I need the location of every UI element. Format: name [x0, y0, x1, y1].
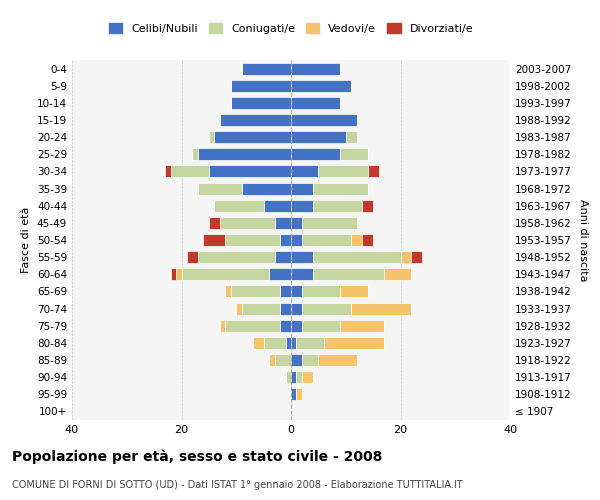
Bar: [226, 286, 231, 298]
Bar: [291, 302, 302, 314]
Bar: [291, 62, 340, 74]
Bar: [302, 320, 340, 332]
Bar: [384, 268, 412, 280]
Bar: [319, 166, 368, 177]
Bar: [346, 131, 356, 143]
Bar: [220, 114, 291, 126]
Bar: [263, 200, 291, 211]
Bar: [209, 131, 214, 143]
Bar: [198, 182, 242, 194]
Bar: [291, 286, 302, 298]
Y-axis label: Anni di nascita: Anni di nascita: [578, 198, 588, 281]
Bar: [324, 337, 384, 349]
Bar: [291, 268, 313, 280]
Bar: [291, 251, 313, 263]
Bar: [302, 286, 340, 298]
Bar: [291, 337, 296, 349]
Bar: [319, 354, 356, 366]
Bar: [291, 97, 340, 109]
Text: COMUNE DI FORNI DI SOTTO (UD) - Dati ISTAT 1° gennaio 2008 - Elaborazione TUTTIT: COMUNE DI FORNI DI SOTTO (UD) - Dati IST…: [12, 480, 463, 490]
Bar: [313, 268, 384, 280]
Bar: [193, 148, 198, 160]
Bar: [412, 251, 422, 263]
Bar: [351, 302, 412, 314]
Bar: [340, 320, 384, 332]
Bar: [253, 337, 263, 349]
Bar: [302, 302, 351, 314]
Bar: [302, 234, 351, 246]
Bar: [291, 388, 296, 400]
Bar: [291, 182, 313, 194]
Bar: [236, 302, 242, 314]
Bar: [176, 268, 182, 280]
Bar: [291, 371, 296, 383]
Bar: [280, 286, 291, 298]
Bar: [280, 302, 291, 314]
Bar: [340, 286, 368, 298]
Bar: [286, 371, 291, 383]
Bar: [198, 251, 275, 263]
Bar: [165, 166, 170, 177]
Bar: [362, 234, 373, 246]
Bar: [203, 234, 226, 246]
Bar: [275, 251, 291, 263]
Bar: [302, 354, 319, 366]
Bar: [340, 148, 368, 160]
Bar: [214, 200, 263, 211]
Bar: [291, 131, 346, 143]
Bar: [313, 251, 401, 263]
Bar: [351, 234, 362, 246]
Bar: [286, 337, 291, 349]
Bar: [242, 62, 291, 74]
Bar: [291, 114, 356, 126]
Bar: [302, 371, 313, 383]
Bar: [226, 234, 280, 246]
Text: Popolazione per età, sesso e stato civile - 2008: Popolazione per età, sesso e stato civil…: [12, 450, 382, 464]
Bar: [280, 320, 291, 332]
Bar: [170, 268, 176, 280]
Bar: [296, 337, 324, 349]
Bar: [231, 97, 291, 109]
Bar: [291, 200, 313, 211]
Bar: [291, 80, 351, 92]
Bar: [269, 354, 275, 366]
Bar: [226, 320, 280, 332]
Bar: [220, 320, 226, 332]
Bar: [242, 302, 280, 314]
Y-axis label: Fasce di età: Fasce di età: [22, 207, 31, 273]
Bar: [231, 80, 291, 92]
Bar: [182, 268, 269, 280]
Bar: [263, 337, 286, 349]
Bar: [242, 182, 291, 194]
Bar: [280, 234, 291, 246]
Bar: [291, 234, 302, 246]
Bar: [291, 354, 302, 366]
Bar: [313, 182, 368, 194]
Bar: [187, 251, 198, 263]
Bar: [362, 200, 373, 211]
Bar: [291, 148, 340, 160]
Bar: [209, 217, 220, 229]
Bar: [291, 166, 319, 177]
Bar: [170, 166, 209, 177]
Bar: [296, 371, 302, 383]
Bar: [198, 148, 291, 160]
Bar: [275, 217, 291, 229]
Bar: [313, 200, 362, 211]
Bar: [209, 166, 291, 177]
Bar: [291, 320, 302, 332]
Bar: [302, 217, 356, 229]
Bar: [401, 251, 412, 263]
Bar: [275, 354, 291, 366]
Bar: [368, 166, 379, 177]
Bar: [269, 268, 291, 280]
Bar: [220, 217, 275, 229]
Bar: [214, 131, 291, 143]
Bar: [231, 286, 280, 298]
Legend: Celibi/Nubili, Coniugati/e, Vedovi/e, Divorziati/e: Celibi/Nubili, Coniugati/e, Vedovi/e, Di…: [104, 19, 478, 38]
Bar: [291, 217, 302, 229]
Bar: [296, 388, 302, 400]
